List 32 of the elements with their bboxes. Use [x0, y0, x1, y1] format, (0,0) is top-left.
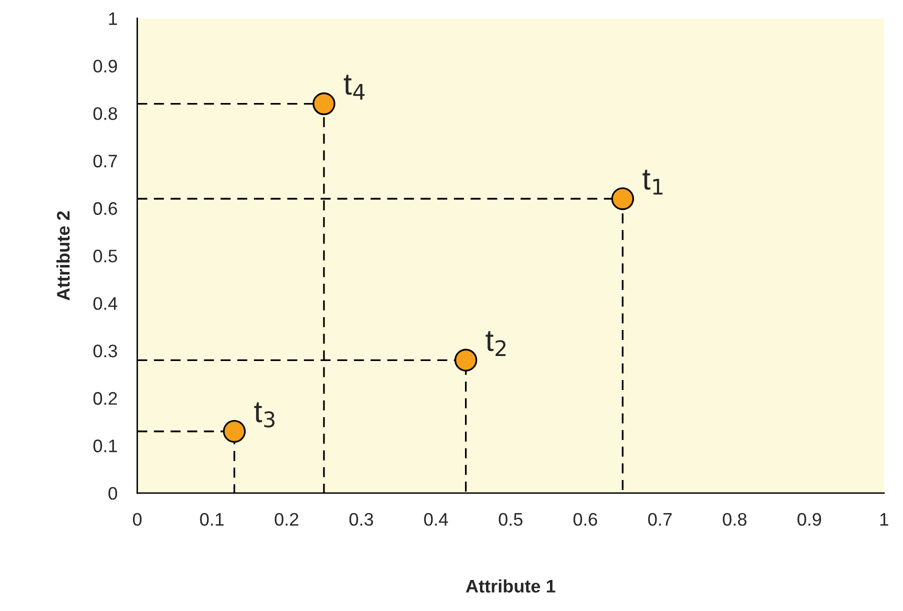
y-tick-label: 0.7 [93, 154, 117, 168]
y-tick-label: 0.3 [93, 344, 118, 358]
x-axis-title: Attribute 1 [466, 579, 556, 593]
point [611, 187, 634, 210]
x-tick-label: 1 [880, 513, 888, 526]
y-tick-label: 0 [108, 487, 118, 500]
x-tick-label: 0.4 [424, 513, 448, 526]
annotation: t$_{3}$ [254, 402, 274, 428]
x-tick-label: 0.8 [722, 513, 746, 526]
annotation: t$_{2}$ [486, 331, 506, 356]
point [222, 420, 246, 443]
x-tick-label: 0.7 [648, 513, 672, 526]
point [312, 92, 336, 116]
y-tick-label: 0.5 [93, 250, 118, 262]
y-tick-label: 0.2 [93, 392, 117, 405]
y-tick-label: 1 [109, 12, 117, 25]
y-tick-label: 0.8 [93, 107, 118, 120]
x-tick-label: 0.3 [349, 513, 374, 526]
y-tick-label: 0.9 [93, 60, 117, 73]
y-tick-label: 0.6 [93, 202, 118, 215]
y-tick-label: 0.4 [93, 297, 118, 310]
point [454, 348, 478, 372]
annotation: t$_{1}$ [642, 170, 663, 195]
y-tick-label: 0.1 [93, 440, 117, 452]
x-tick-label: 0.2 [274, 513, 298, 526]
x-tick-label: 0 [132, 513, 142, 526]
annotation: t$_{4}$ [344, 74, 365, 100]
y-axis-title: Attribute 2 [56, 211, 70, 300]
x-tick-label: 0.1 [200, 513, 224, 526]
x-tick-label: 0.6 [573, 513, 598, 526]
x-tick-label: 0.9 [798, 513, 822, 526]
x-tick-label: 0.5 [498, 513, 522, 526]
